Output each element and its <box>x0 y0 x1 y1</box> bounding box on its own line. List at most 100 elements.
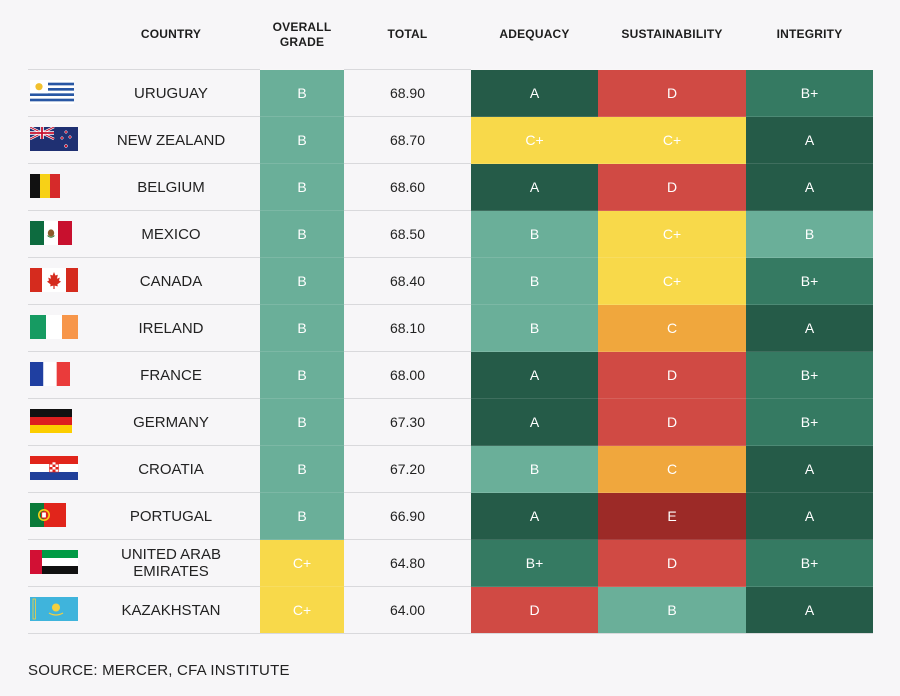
source-note: SOURCE: MERCER, CFA INSTITUTE <box>28 662 290 679</box>
overall-grade-cell: C+ <box>260 586 344 634</box>
overall-grade-cell: B <box>260 116 344 164</box>
adequacy-grade-cell: B <box>471 210 598 258</box>
integrity-grade-cell: B+ <box>746 351 873 399</box>
adequacy-column-header: ADEQUACY <box>499 27 570 41</box>
uae-flag-icon <box>30 549 82 577</box>
total-score: 68.50 <box>344 210 471 258</box>
sustainability-grade-cell: D <box>598 69 746 117</box>
table-row: IRELAND B 68.10 B C A <box>28 304 873 352</box>
overall-grade-cell: B <box>260 210 344 258</box>
flag-cell <box>28 351 82 399</box>
overall-grade-cell: B <box>260 163 344 211</box>
overall-grade-cell: B <box>260 351 344 399</box>
flag-cell <box>28 398 82 446</box>
adequacy-grade-cell: A <box>471 492 598 540</box>
country-name: CANADA <box>82 257 260 305</box>
grades-table: COUNTRY OVERALL GRADE TOTAL ADEQUACY SUS… <box>28 0 873 634</box>
sustainability-grade-cell: C <box>598 445 746 493</box>
overall-grade-cell: B <box>260 69 344 117</box>
flag-cell <box>28 210 82 258</box>
adequacy-grade-cell: A <box>471 398 598 446</box>
france-flag-icon <box>30 361 82 389</box>
table-row: FRANCE B 68.00 A D B+ <box>28 351 873 399</box>
integrity-column-header: INTEGRITY <box>776 27 843 41</box>
integrity-grade-cell: B+ <box>746 539 873 587</box>
sustainability-grade-cell: E <box>598 492 746 540</box>
total-score: 68.90 <box>344 69 471 117</box>
table-row: GERMANY B 67.30 A D B+ <box>28 398 873 446</box>
flag-cell <box>28 163 82 211</box>
table-row: CANADA B 68.40 B C+ B+ <box>28 257 873 305</box>
total-score: 66.90 <box>344 492 471 540</box>
adequacy-grade-cell: A <box>471 69 598 117</box>
overall-grade-cell: B <box>260 304 344 352</box>
integrity-grade-cell: B+ <box>746 257 873 305</box>
flag-column-header <box>28 0 82 70</box>
country-name: PORTUGAL <box>82 492 260 540</box>
canada-flag-icon <box>30 267 82 295</box>
overall-grade-cell: B <box>260 492 344 540</box>
country-name: NEW ZEALAND <box>82 116 260 164</box>
croatia-flag-icon <box>30 455 82 483</box>
kazakhstan-flag-icon <box>30 596 82 624</box>
total-score: 68.60 <box>344 163 471 211</box>
sustainability-grade-cell: D <box>598 539 746 587</box>
sustainability-grade-cell: C+ <box>598 116 746 164</box>
flag-cell <box>28 257 82 305</box>
flag-cell <box>28 539 82 587</box>
adequacy-grade-cell: B <box>471 445 598 493</box>
uruguay-flag-icon <box>30 79 82 107</box>
integrity-grade-cell: B+ <box>746 69 873 117</box>
country-name: FRANCE <box>82 351 260 399</box>
total-score: 64.00 <box>344 586 471 634</box>
portugal-flag-icon <box>30 502 82 530</box>
adequacy-grade-cell: B <box>471 257 598 305</box>
flag-cell <box>28 492 82 540</box>
overall-grade-cell: B <box>260 445 344 493</box>
overall-grade-cell: B <box>260 257 344 305</box>
table-row: CROATIA B 67.20 B C A <box>28 445 873 493</box>
total-score: 67.20 <box>344 445 471 493</box>
table-row: KAZAKHSTAN C+ 64.00 D B A <box>28 586 873 634</box>
integrity-grade-cell: A <box>746 304 873 352</box>
ireland-flag-icon <box>30 314 82 342</box>
country-name: GERMANY <box>82 398 260 446</box>
flag-cell <box>28 69 82 117</box>
country-name: IRELAND <box>82 304 260 352</box>
sustainability-grade-cell: C+ <box>598 257 746 305</box>
table-row: BELGIUM B 68.60 A D A <box>28 163 873 211</box>
integrity-grade-cell: B+ <box>746 398 873 446</box>
sustainability-grade-cell: D <box>598 398 746 446</box>
new-zealand-flag-icon <box>29 125 82 154</box>
flag-cell <box>28 445 82 493</box>
total-score: 68.70 <box>344 116 471 164</box>
overall-grade-cell: B <box>260 398 344 446</box>
header-row: COUNTRY OVERALL GRADE TOTAL ADEQUACY SUS… <box>28 0 873 70</box>
overall-grade-cell: C+ <box>260 539 344 587</box>
integrity-grade-cell: B <box>746 210 873 258</box>
table-row: NEW ZEALAND B 68.70 C+ C+ A <box>28 116 873 164</box>
mexico-flag-icon <box>30 220 82 248</box>
germany-flag-icon <box>30 408 82 436</box>
integrity-grade-cell: A <box>746 163 873 211</box>
table-row: URUGUAY B 68.90 A D B+ <box>28 69 873 117</box>
country-column-header: COUNTRY <box>140 27 202 41</box>
table-row: MEXICO B 68.50 B C+ B <box>28 210 873 258</box>
adequacy-grade-cell: A <box>471 163 598 211</box>
sustainability-column-header: SUSTAINABILITY <box>621 27 723 41</box>
adequacy-grade-cell: B <box>471 304 598 352</box>
country-name: BELGIUM <box>82 163 260 211</box>
total-score: 68.10 <box>344 304 471 352</box>
table-body: URUGUAY B 68.90 A D B+ NEW ZEALAND B 68.70 C+ C+ A… <box>28 69 873 634</box>
total-score: 68.00 <box>344 351 471 399</box>
adequacy-grade-cell: B+ <box>471 539 598 587</box>
country-name: UNITED ARAB EMIRATES <box>82 539 260 587</box>
adequacy-grade-cell: A <box>471 351 598 399</box>
sustainability-grade-cell: C <box>598 304 746 352</box>
total-column-header: TOTAL <box>387 27 428 41</box>
country-name: MEXICO <box>82 210 260 258</box>
integrity-grade-cell: A <box>746 116 873 164</box>
overall-grade-column-header: OVERALL GRADE <box>272 19 332 49</box>
adequacy-grade-cell: D <box>471 586 598 634</box>
sustainability-grade-cell: B <box>598 586 746 634</box>
